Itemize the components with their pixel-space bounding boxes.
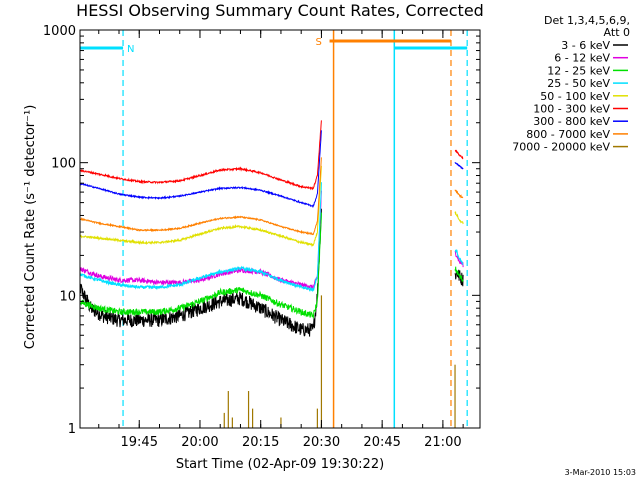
- series-trace: [80, 212, 322, 319]
- series-300-800kev: [80, 130, 464, 209]
- series-100-300kev: [80, 120, 464, 191]
- series-trace: [80, 182, 322, 293]
- series-12-25kev: [80, 212, 464, 319]
- series-50-100kev: [80, 165, 464, 248]
- series-trace: [80, 130, 322, 209]
- y-axis-label: Corrected Count Rate (s⁻¹ detector⁻¹): [23, 105, 38, 350]
- series-trace: [454, 210, 464, 225]
- night-label: N: [127, 44, 134, 55]
- y-tick-label: 1: [68, 422, 76, 437]
- legend-header: Att 0: [604, 26, 630, 39]
- legend-entry-label: 25 - 50 keV: [547, 77, 610, 90]
- y-tick-label: 10: [59, 289, 76, 304]
- series-25-50kev: [80, 182, 464, 293]
- legend-entry-label: 800 - 7000 keV: [526, 128, 610, 141]
- saa-label: S: [316, 37, 322, 48]
- series-trace: [454, 149, 464, 160]
- x-tick-label: 20:00: [181, 435, 218, 450]
- series-trace: [454, 161, 464, 170]
- series-trace: [454, 248, 464, 266]
- series-trace: [80, 208, 322, 337]
- series-trace: [454, 250, 464, 268]
- x-tick-label: 19:45: [121, 435, 158, 450]
- legend-entry-label: 300 - 800 keV: [533, 115, 610, 128]
- x-tick-label: 20:30: [303, 435, 340, 450]
- legend-entry-label: 3 - 6 keV: [561, 39, 610, 52]
- plot-area: NS: [80, 30, 468, 428]
- series-trace: [454, 189, 464, 199]
- legend-entry-label: 50 - 100 keV: [540, 90, 610, 103]
- series-trace: [80, 120, 322, 191]
- timestamp: 3-Mar-2010 15:03: [565, 468, 636, 477]
- axes: 19:45 20:00 20:15 20:30 20:45 21:00 1 10 100 1000: [43, 24, 481, 450]
- axes-frame: [79, 29, 481, 429]
- y-tick-label: 100: [51, 157, 76, 172]
- series-trace: [80, 165, 322, 248]
- x-tick-label: 20:15: [242, 435, 279, 450]
- x-tick-label: 21:00: [424, 435, 461, 450]
- x-axis-label: Start Time (02-Apr-09 19:30:22): [176, 457, 384, 472]
- series-800-7000kev: [80, 157, 464, 236]
- legend-entry-label: 100 - 300 keV: [533, 103, 610, 116]
- series-trace: [80, 157, 322, 236]
- series-trace: [454, 266, 464, 283]
- legend-entry-label: 7000 - 20000 keV: [512, 141, 610, 154]
- legend-header: Det 1,3,4,5,6,9,: [544, 14, 630, 27]
- legend-entry-label: 12 - 25 keV: [547, 64, 610, 77]
- chart-title: HESSI Observing Summary Count Rates, Cor…: [76, 1, 484, 20]
- x-tick-label: 20:45: [363, 435, 400, 450]
- legend-entry-label: 6 - 12 keV: [554, 52, 610, 65]
- y-tick-label: 1000: [43, 24, 76, 39]
